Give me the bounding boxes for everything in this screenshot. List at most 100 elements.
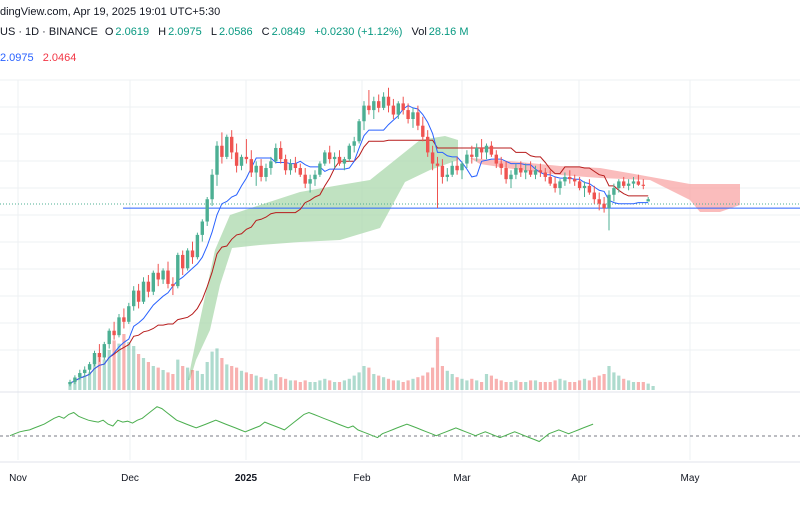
volume-bar bbox=[127, 342, 131, 390]
candle-body bbox=[641, 184, 645, 186]
volume-bar bbox=[239, 370, 244, 390]
candle-body bbox=[396, 103, 400, 115]
volume-bar bbox=[352, 375, 356, 390]
tenkan-line bbox=[69, 105, 649, 384]
candle-body bbox=[391, 105, 396, 115]
volume-bar bbox=[362, 366, 366, 390]
candle-body bbox=[440, 165, 445, 177]
volume-bar bbox=[529, 380, 533, 390]
candle-body bbox=[161, 270, 165, 280]
volume-bar bbox=[465, 380, 469, 390]
volume-bar bbox=[88, 372, 92, 390]
volume-bar bbox=[612, 372, 616, 390]
volume-bar bbox=[641, 382, 645, 390]
indicator-value-1: 2.0975 bbox=[0, 52, 34, 64]
volume-bar bbox=[83, 375, 87, 390]
candle-body bbox=[156, 272, 160, 280]
low-value: 2.0586 bbox=[218, 26, 253, 38]
candle-body bbox=[646, 199, 650, 202]
volume-bar bbox=[284, 378, 288, 390]
volume-bar bbox=[225, 364, 229, 390]
candle-body bbox=[401, 103, 405, 111]
volume-bar bbox=[132, 346, 136, 390]
high-value: 2.0975 bbox=[168, 26, 202, 38]
candle-body bbox=[607, 194, 611, 209]
volume-bar bbox=[646, 383, 650, 390]
candle-body bbox=[416, 112, 420, 126]
open-value: 2.0619 bbox=[115, 26, 150, 38]
volume-bar bbox=[274, 374, 278, 390]
volume-bar bbox=[230, 366, 234, 390]
candle-body bbox=[210, 174, 214, 200]
volume-bar bbox=[519, 382, 523, 390]
indicator-legend: 2.0975 2.0464 bbox=[0, 52, 82, 64]
volume-bar bbox=[553, 380, 557, 390]
x-tick-label: May bbox=[681, 473, 700, 484]
candle-body bbox=[460, 163, 464, 171]
volume-bar bbox=[597, 375, 601, 390]
volume-bar bbox=[122, 334, 126, 390]
volume-bar bbox=[504, 382, 508, 390]
volume-bar bbox=[627, 380, 631, 390]
volume-bar bbox=[524, 382, 528, 390]
candle-body bbox=[499, 163, 503, 169]
volume-bar bbox=[73, 380, 77, 390]
volume-label: Vol bbox=[411, 26, 427, 38]
candle-body bbox=[332, 156, 337, 160]
volume-bar bbox=[568, 382, 572, 390]
symbol-label[interactable]: US · 1D · BINANCE bbox=[0, 26, 98, 38]
volume-bar bbox=[582, 378, 587, 390]
volume-bar bbox=[264, 378, 268, 390]
x-tick-label: Dec bbox=[121, 473, 139, 484]
rsi-line bbox=[9, 406, 594, 443]
volume-bar bbox=[538, 382, 542, 390]
volume-bar bbox=[622, 378, 626, 390]
volume-bar bbox=[391, 380, 395, 390]
candle-body bbox=[97, 353, 102, 358]
candle-body bbox=[269, 161, 273, 169]
change-value: +0.0230 (+1.12%) bbox=[314, 26, 403, 38]
volume-bar bbox=[377, 375, 381, 390]
candle-body bbox=[230, 136, 234, 153]
x-tick-label: Mar bbox=[453, 473, 471, 484]
volume-bar bbox=[308, 382, 312, 390]
candle-body bbox=[470, 154, 474, 157]
candle-body bbox=[249, 159, 253, 173]
ohlc-legend: US · 1D · BINANCE O 2.0619 H 2.0975 L 2.058… bbox=[0, 26, 475, 38]
candle-body bbox=[445, 174, 449, 177]
volume-bar bbox=[235, 367, 239, 390]
volume-bar bbox=[426, 372, 430, 390]
candle-body bbox=[185, 250, 190, 269]
candle-body bbox=[313, 174, 317, 180]
volume-bar bbox=[533, 380, 538, 390]
volume-bar bbox=[563, 380, 567, 390]
candle-body bbox=[323, 152, 327, 164]
volume-bar bbox=[631, 382, 636, 390]
volume-bar bbox=[372, 374, 376, 390]
volume-bar bbox=[367, 367, 371, 390]
volume-bar bbox=[215, 348, 219, 390]
volume-bar bbox=[475, 380, 479, 390]
candle-body bbox=[200, 221, 204, 235]
volume-bar bbox=[406, 380, 410, 390]
volume-bar bbox=[450, 374, 454, 390]
volume-bar bbox=[460, 378, 464, 390]
volume-bar bbox=[269, 380, 273, 390]
open-label: O bbox=[104, 26, 114, 38]
candle-body bbox=[553, 183, 557, 189]
volume-bar bbox=[514, 380, 518, 390]
volume-bar bbox=[357, 372, 361, 390]
volume-bar bbox=[151, 366, 155, 390]
candle-body bbox=[117, 317, 121, 336]
volume-bar bbox=[102, 359, 106, 390]
candle-body bbox=[225, 136, 229, 157]
candle-body bbox=[347, 145, 351, 160]
volume-bar bbox=[78, 378, 82, 390]
volume-bar bbox=[107, 350, 111, 390]
volume-bar bbox=[416, 377, 420, 390]
ichimoku-cloud-bullish bbox=[188, 136, 458, 380]
candle-body bbox=[259, 165, 263, 177]
candle-body bbox=[377, 101, 381, 108]
candle-body bbox=[489, 145, 494, 155]
